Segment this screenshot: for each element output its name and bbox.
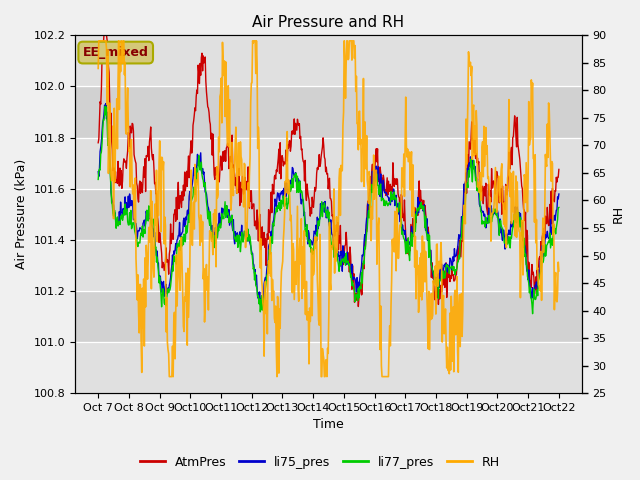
Y-axis label: RH: RH: [612, 205, 625, 223]
Title: Air Pressure and RH: Air Pressure and RH: [252, 15, 404, 30]
Bar: [75, 189, 582, 240]
Legend: AtmPres, li75_pres, li77_pres, RH: AtmPres, li75_pres, li77_pres, RH: [135, 451, 505, 474]
Bar: [75, 86, 582, 138]
Y-axis label: Air Pressure (kPa): Air Pressure (kPa): [15, 159, 28, 269]
Bar: [75, 291, 582, 342]
Text: EE_mixed: EE_mixed: [83, 46, 148, 59]
X-axis label: Time: Time: [313, 419, 344, 432]
